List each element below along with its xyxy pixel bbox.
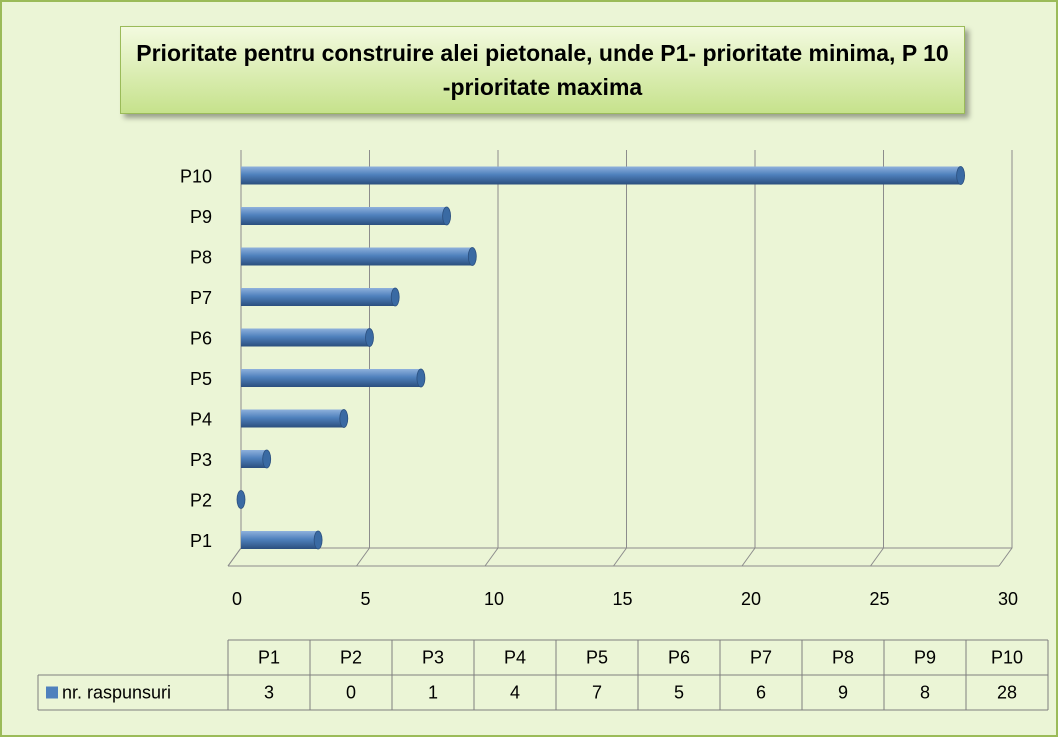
y-tick-label: P7 bbox=[190, 288, 212, 308]
table-header: P10 bbox=[991, 647, 1023, 667]
table-header: P1 bbox=[258, 647, 280, 667]
table-header: P8 bbox=[832, 647, 854, 667]
chart-title: Prioritate pentru construire alei pieton… bbox=[120, 26, 965, 114]
bar-cap bbox=[467, 247, 477, 266]
y-tick-label: P1 bbox=[190, 531, 212, 551]
bar-cap bbox=[339, 409, 349, 428]
bar bbox=[241, 409, 344, 428]
bar-cap bbox=[262, 449, 272, 469]
table-value: 3 bbox=[264, 682, 274, 702]
x-tick-label: 30 bbox=[998, 589, 1018, 609]
x-tick-label: 0 bbox=[232, 589, 242, 609]
grid-line bbox=[613, 150, 627, 567]
y-tick-label: P9 bbox=[190, 207, 212, 227]
grid-line bbox=[998, 150, 1013, 567]
bar-cap bbox=[956, 166, 965, 185]
bar bbox=[241, 166, 961, 185]
legend-label: nr. raspunsuri bbox=[62, 682, 171, 702]
table-header: P9 bbox=[914, 647, 936, 667]
x-tick-label: 15 bbox=[612, 589, 632, 609]
table-value: 28 bbox=[997, 682, 1017, 702]
table-value: 4 bbox=[510, 682, 520, 702]
y-tick-label: P5 bbox=[190, 369, 212, 389]
table-value: 6 bbox=[756, 682, 766, 702]
x-tick-label: 25 bbox=[869, 589, 889, 609]
bar bbox=[241, 531, 319, 549]
table-value: 1 bbox=[428, 682, 438, 702]
table-value: 9 bbox=[838, 682, 848, 702]
bar bbox=[241, 247, 473, 266]
grid-line bbox=[870, 150, 884, 567]
bar bbox=[241, 369, 421, 387]
grid-line bbox=[356, 150, 370, 567]
bar-cap bbox=[442, 206, 452, 226]
bar bbox=[241, 288, 396, 306]
table-header: P7 bbox=[750, 647, 772, 667]
bar-cap bbox=[236, 490, 246, 509]
bar-cap bbox=[416, 368, 426, 388]
table-value: 5 bbox=[674, 682, 684, 702]
x-tick-label: 5 bbox=[360, 589, 370, 609]
table-value: 0 bbox=[346, 682, 356, 702]
grid-line bbox=[484, 150, 499, 567]
x-tick-label: 10 bbox=[484, 589, 504, 609]
y-tick-label: P8 bbox=[190, 247, 212, 267]
x-tick-label: 20 bbox=[741, 589, 761, 609]
table-header: P2 bbox=[340, 647, 362, 667]
y-tick-label: P3 bbox=[190, 450, 212, 470]
table-header: P4 bbox=[504, 647, 526, 667]
bar bbox=[241, 328, 370, 347]
y-tick-label: P6 bbox=[190, 328, 212, 348]
table-header: P6 bbox=[668, 647, 690, 667]
table-value: 8 bbox=[920, 682, 930, 702]
y-tick-label: P10 bbox=[180, 166, 212, 186]
bar bbox=[241, 450, 267, 468]
y-tick-label: P4 bbox=[190, 409, 212, 429]
table-header: P3 bbox=[422, 647, 444, 667]
bar-cap bbox=[313, 530, 323, 550]
bar-cap bbox=[390, 287, 400, 307]
table-header: P5 bbox=[586, 647, 608, 667]
bar bbox=[241, 207, 447, 225]
grid-line bbox=[741, 150, 756, 567]
legend-key bbox=[46, 686, 58, 699]
table-value: 7 bbox=[592, 682, 602, 702]
y-tick-label: P2 bbox=[190, 490, 212, 510]
bar-cap bbox=[365, 328, 374, 347]
